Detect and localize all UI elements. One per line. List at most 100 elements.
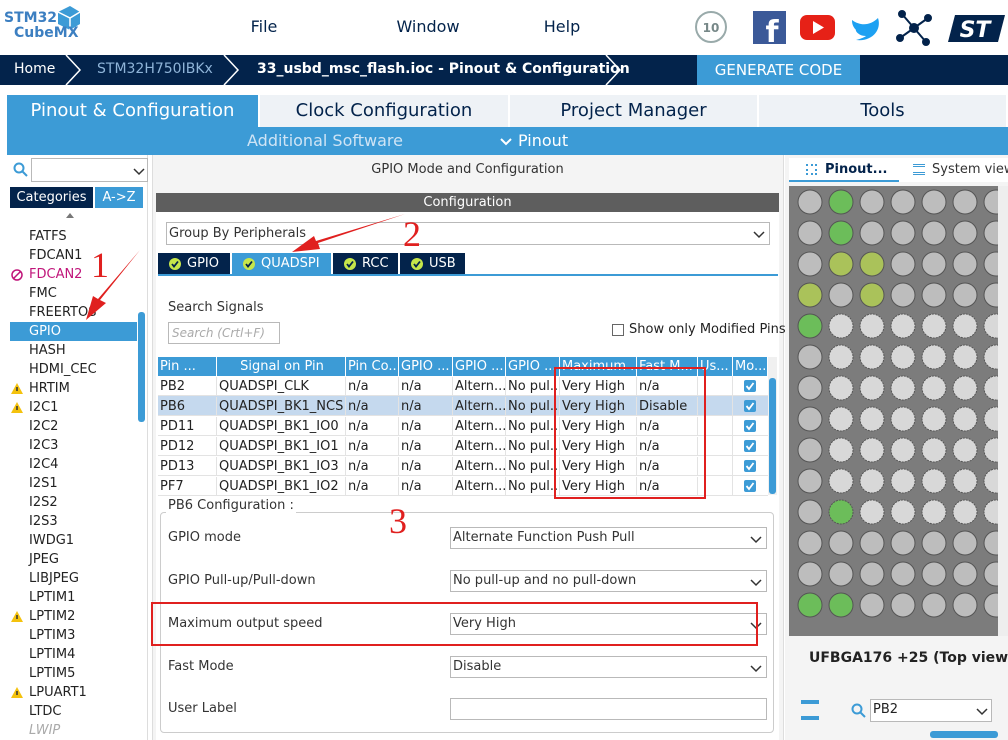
modified-checkbox[interactable] <box>744 440 756 452</box>
column-header[interactable]: GPIO ... <box>399 357 453 376</box>
dropdown-arrow[interactable] <box>749 621 763 631</box>
modified-checkbox[interactable] <box>744 420 756 432</box>
field-select[interactable]: No pull-up and no pull-down <box>450 570 767 592</box>
twitter-icon[interactable] <box>852 18 879 41</box>
sidebar-item[interactable]: I2S3 <box>29 514 58 529</box>
right-tab[interactable]: System view <box>932 162 1008 177</box>
modified-checkbox[interactable] <box>744 460 756 472</box>
sidebar-item[interactable]: LPUART1 <box>29 685 87 700</box>
generate-code-button[interactable]: GENERATE CODE <box>697 55 860 85</box>
separator <box>65 55 82 85</box>
column-header[interactable]: Mo... <box>735 357 768 376</box>
sidebar-item[interactable]: FATFS <box>29 229 67 244</box>
sidebar-item[interactable]: LPTIM2 <box>29 609 76 624</box>
sidebar-item[interactable]: JPEG <box>29 552 59 567</box>
table-cell: QUADSPI_CLK <box>217 377 346 396</box>
sidebar-item[interactable]: I2C4 <box>29 457 59 472</box>
dropdown-arrow[interactable] <box>749 664 763 674</box>
sidebar-item[interactable]: FDCAN2 <box>29 267 83 282</box>
right-tab[interactable]: Pinout... <box>825 162 888 177</box>
peripheral-tab[interactable]: USB <box>400 253 465 274</box>
column-header[interactable]: Pin Co... <box>348 357 399 376</box>
sidebar-item[interactable]: HDMI_CEC <box>29 362 97 377</box>
list-icon <box>913 164 925 175</box>
modified-checkbox[interactable] <box>744 400 756 412</box>
show-modified-label[interactable]: Show only Modified Pins <box>629 322 786 337</box>
main-tab[interactable]: Pinout & Configuration <box>7 95 258 127</box>
main-tab[interactable]: Tools <box>759 95 1006 127</box>
checkbox[interactable] <box>612 324 624 336</box>
subtab[interactable]: Additional Software <box>247 131 403 150</box>
sidebar-item[interactable]: I2S2 <box>29 495 58 510</box>
breadcrumb-item[interactable]: 33_usbd_msc_flash.ioc - Pinout & Configu… <box>257 61 630 77</box>
sidebar-item[interactable]: I2S1 <box>29 476 58 491</box>
dropdown-arrow[interactable] <box>132 167 146 177</box>
main-tab[interactable]: Project Manager <box>510 95 757 127</box>
main-tab[interactable]: Clock Configuration <box>260 95 508 127</box>
sidebar-item[interactable]: FREERTOS <box>29 305 97 320</box>
column-header[interactable]: Pin ... <box>158 357 217 376</box>
sidebar-item[interactable]: LWIP <box>29 723 61 738</box>
peripheral-tab[interactable]: QUADSPI <box>232 253 331 274</box>
network-icon[interactable] <box>896 10 932 46</box>
modified-checkbox[interactable] <box>744 480 756 492</box>
pin-ball <box>952 220 978 246</box>
breadcrumb-item[interactable]: Home <box>14 61 56 77</box>
menu-item[interactable]: Window <box>396 17 460 36</box>
dropdown-arrow[interactable] <box>752 230 766 240</box>
sidebar-item[interactable]: IWDG1 <box>29 533 75 548</box>
menu-item[interactable]: Help <box>543 17 581 36</box>
sidebar-item[interactable]: HASH <box>29 343 66 358</box>
st-logo[interactable] <box>948 15 1005 42</box>
pinout-view[interactable] <box>789 186 998 636</box>
menu-item[interactable]: File <box>250 17 278 36</box>
sidebar-item[interactable]: LPTIM3 <box>29 628 76 643</box>
sidebar-item[interactable]: LPTIM1 <box>29 590 76 605</box>
column-header[interactable]: Fast M... <box>637 357 698 376</box>
search-input[interactable]: Search (Crtl+F) <box>168 322 280 344</box>
field-input[interactable] <box>450 698 767 720</box>
bottom-scrollbar <box>930 731 998 738</box>
column-header[interactable]: Signal on Pin <box>217 357 346 376</box>
pin-ball <box>828 530 854 556</box>
peripheral-tab[interactable]: RCC <box>333 253 398 274</box>
search-icon[interactable] <box>13 162 29 178</box>
sidebar-item[interactable]: LTDC <box>29 704 62 719</box>
facebook-icon[interactable] <box>753 11 786 44</box>
field-select[interactable]: Disable <box>450 656 767 678</box>
pin-search-icon[interactable] <box>851 703 867 719</box>
sidebar-tab[interactable]: A->Z <box>95 187 143 208</box>
pin-ball <box>859 592 885 618</box>
sidebar-item[interactable]: I2C3 <box>29 438 59 453</box>
column-header[interactable]: Maximum ... <box>562 357 637 376</box>
dropdown-arrow[interactable] <box>749 535 763 545</box>
sidebar-item[interactable]: FDCAN1 <box>29 248 83 263</box>
sidebar-item[interactable]: I2C2 <box>29 419 59 434</box>
pin-search-select[interactable]: PB2 <box>870 699 992 722</box>
column-header[interactable]: GPIO ... <box>506 357 560 376</box>
field-select[interactable]: Alternate Function Push Pull <box>450 527 767 549</box>
sidebar-item[interactable]: LPTIM4 <box>29 647 76 662</box>
sidebar-item[interactable]: LPTIM5 <box>29 666 76 681</box>
table-cell: Very High <box>560 417 637 436</box>
sidebar-tab[interactable]: Categories <box>10 187 93 208</box>
anniversary-icon[interactable] <box>695 11 727 43</box>
pin-ball <box>983 468 998 494</box>
field-select[interactable]: Very High <box>450 613 767 635</box>
sidebar-item[interactable]: HRTIM <box>29 381 70 396</box>
dropdown-arrow[interactable] <box>749 578 763 588</box>
sidebar-item[interactable]: FMC <box>29 286 57 301</box>
sidebar-search[interactable] <box>31 158 148 182</box>
column-header[interactable]: GPIO ... <box>453 357 506 376</box>
peripheral-tab[interactable]: GPIO <box>158 253 230 274</box>
sidebar-item[interactable]: LIBJPEG <box>29 571 79 586</box>
sidebar-item[interactable]: GPIO <box>29 324 61 339</box>
group-by-select[interactable]: Group By Peripherals <box>166 222 770 245</box>
layout-icon[interactable] <box>801 700 819 720</box>
breadcrumb-item[interactable]: STM32H750IBKx <box>97 61 213 77</box>
modified-checkbox[interactable] <box>744 380 756 392</box>
subtab[interactable]: Pinout <box>518 131 569 150</box>
dropdown-arrow[interactable] <box>975 707 989 717</box>
column-header[interactable]: Us... <box>698 357 733 376</box>
sidebar-item[interactable]: I2C1 <box>29 400 59 415</box>
